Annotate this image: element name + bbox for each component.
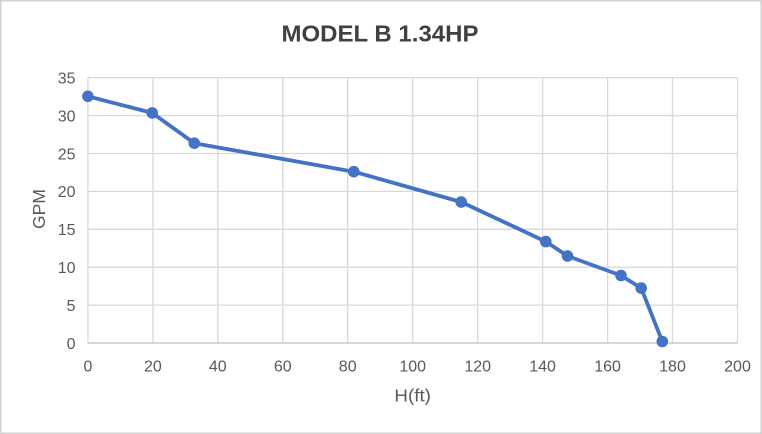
svg-text:0: 0 [83, 358, 92, 375]
svg-text:35: 35 [58, 71, 76, 88]
svg-text:40: 40 [209, 358, 227, 375]
svg-text:120: 120 [464, 358, 491, 375]
svg-text:20: 20 [58, 184, 76, 201]
svg-text:20: 20 [144, 358, 162, 375]
svg-text:30: 30 [58, 108, 76, 125]
svg-text:80: 80 [339, 358, 357, 375]
svg-text:0: 0 [67, 336, 76, 353]
svg-text:100: 100 [399, 358, 426, 375]
svg-text:25: 25 [58, 146, 76, 163]
svg-text:140: 140 [529, 358, 556, 375]
svg-text:160: 160 [594, 358, 621, 375]
svg-text:GPM: GPM [29, 189, 49, 229]
svg-text:200: 200 [724, 358, 751, 375]
svg-text:10: 10 [58, 260, 76, 277]
svg-text:MODEL B 1.34HP: MODEL B 1.34HP [282, 20, 479, 46]
svg-text:H(ft): H(ft) [394, 386, 431, 406]
svg-text:180: 180 [659, 358, 686, 375]
svg-text:5: 5 [67, 298, 76, 315]
svg-text:15: 15 [58, 222, 76, 239]
svg-text:60: 60 [274, 358, 292, 375]
